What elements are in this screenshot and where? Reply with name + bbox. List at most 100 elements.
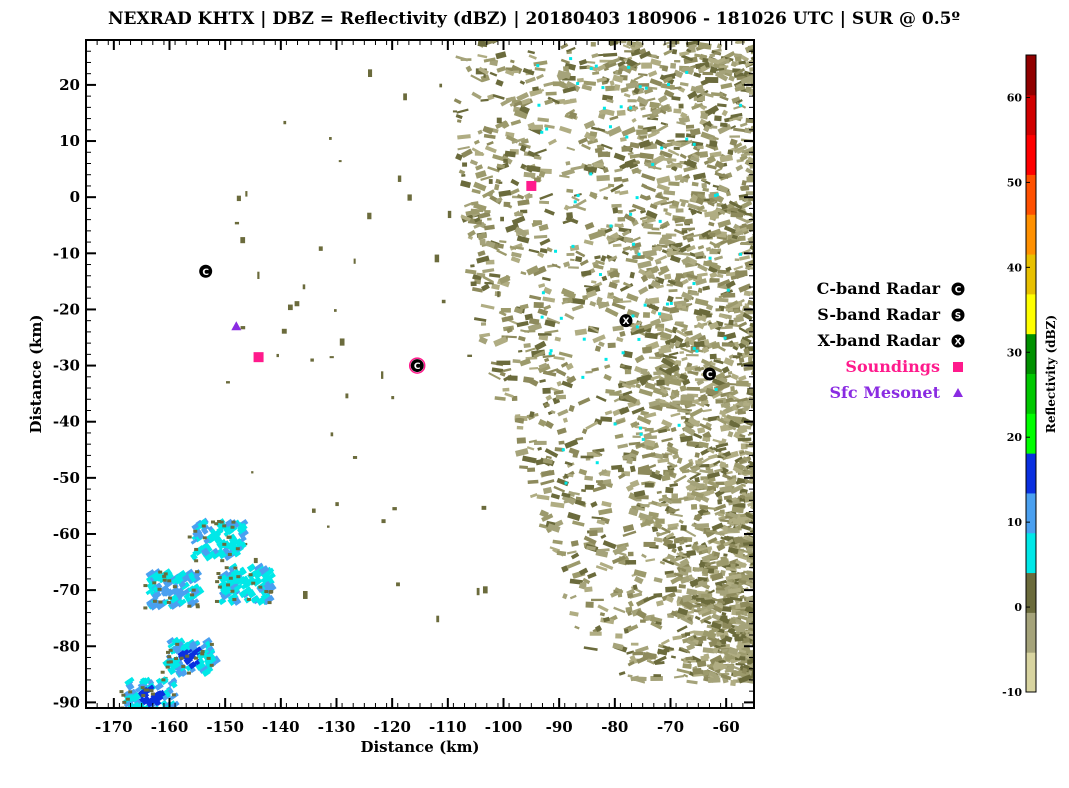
echo-pixel (703, 619, 712, 625)
echo-pixel (600, 255, 607, 262)
legend-c-band-icon: C (951, 282, 965, 296)
echo-pixel (639, 152, 654, 160)
echo-pixel (661, 234, 672, 240)
echo-pixel (688, 486, 697, 492)
echo-pixel (629, 271, 635, 279)
echo-cell-edge (166, 600, 171, 604)
echo-pixel (744, 43, 754, 54)
echo-pixel (516, 425, 524, 430)
echo-pixel (674, 340, 681, 348)
echo-pixel (602, 166, 609, 174)
echo-pixel (655, 260, 662, 265)
echo-pixel (607, 183, 615, 188)
echo-cell-pixel (197, 664, 209, 674)
colorbar-segment (1026, 413, 1036, 454)
echo-pixel (517, 349, 523, 353)
echo-speck (310, 358, 314, 362)
echo-pixel (730, 583, 739, 589)
echo-pixel (735, 164, 744, 172)
echo-pixel (487, 166, 500, 173)
echo-cyan-speck (576, 82, 580, 86)
echo-pixel (686, 588, 697, 596)
echo-pixel (528, 54, 537, 60)
echo-pixel (485, 240, 496, 249)
echo-cyan-speck (692, 282, 696, 286)
echo-cell-edge (217, 519, 222, 523)
echo-pixel (533, 234, 548, 239)
echo-cell-pixel (180, 641, 191, 650)
echo-pixel (623, 350, 633, 359)
echo-pixel (479, 332, 491, 338)
echo-pixel (658, 312, 671, 321)
echo-pixel (647, 231, 662, 235)
echo-pixel (697, 287, 703, 294)
echo-pixel (673, 389, 680, 397)
echo-pixel (542, 486, 553, 495)
colorbar-tick-label: 30 (1007, 346, 1023, 359)
echo-pixel (678, 519, 684, 524)
c-band-radar-marker: C (410, 359, 424, 373)
echo-pixel (627, 600, 634, 608)
echo-pixel (640, 368, 648, 375)
echo-pixel (629, 153, 641, 159)
echo-pixel (612, 207, 619, 214)
echo-pixel (560, 42, 569, 50)
echo-pixel (708, 109, 716, 115)
echo-pixel (659, 240, 667, 245)
echo-speck (441, 299, 446, 304)
colorbar-label: Reflectivity (dBZ) (1044, 315, 1058, 433)
echo-pixel (583, 131, 597, 142)
echo-pixel (480, 98, 489, 102)
echo-pixel (747, 299, 754, 308)
echo-cyan-speck (631, 314, 635, 318)
echo-pixel (714, 160, 725, 170)
echo-pixel (618, 190, 629, 196)
echo-pixel (461, 148, 473, 159)
echo-speck (245, 191, 248, 197)
echo-pixel (667, 279, 676, 285)
echo-pixel (631, 167, 640, 175)
echo-cyan-speck (545, 127, 549, 131)
echo-speck (439, 83, 443, 88)
echo-pixel (715, 382, 730, 392)
echo-cell-edge (158, 570, 163, 574)
echo-pixel (655, 123, 669, 133)
echo-pixel (631, 117, 637, 123)
echo-pixel (571, 297, 586, 305)
echo-pixel (719, 410, 727, 416)
echo-pixel (503, 201, 511, 208)
echo-pixel (739, 450, 745, 455)
x-tick-label: -170 (95, 718, 133, 736)
echo-pixel (587, 163, 592, 168)
echo-pixel (499, 240, 507, 244)
echo-pixel (579, 259, 589, 267)
echo-pixel (597, 112, 606, 120)
echo-pixel (578, 582, 586, 590)
echo-pixel (736, 380, 749, 387)
echo-pixel (465, 65, 473, 73)
echo-cell-pixel (160, 587, 171, 597)
echo-pixel (682, 378, 691, 386)
echo-cyan-speck (594, 64, 598, 68)
echo-pixel (533, 440, 547, 445)
echo-pixel (665, 364, 680, 375)
echo-pixel (460, 214, 471, 221)
echo-pixel (600, 533, 607, 540)
echo-pixel (564, 312, 575, 320)
echo-pixel (473, 202, 487, 212)
echo-cyan-speck (651, 162, 655, 166)
echo-pixel (675, 329, 688, 338)
echo-pixel (670, 574, 684, 585)
colorbar-tick-label: 40 (1007, 261, 1023, 274)
colorbar-segment (1026, 254, 1036, 295)
echo-cell-edge (185, 654, 190, 658)
echo-pixel (692, 145, 701, 152)
echo-cyan-speck (549, 349, 553, 353)
echo-pixel (611, 464, 623, 470)
echo-cyan-speck (561, 448, 565, 452)
echo-cell-edge (215, 580, 220, 584)
echo-pixel (741, 574, 754, 582)
echo-pixel (523, 376, 534, 384)
echo-pixel (533, 350, 546, 359)
